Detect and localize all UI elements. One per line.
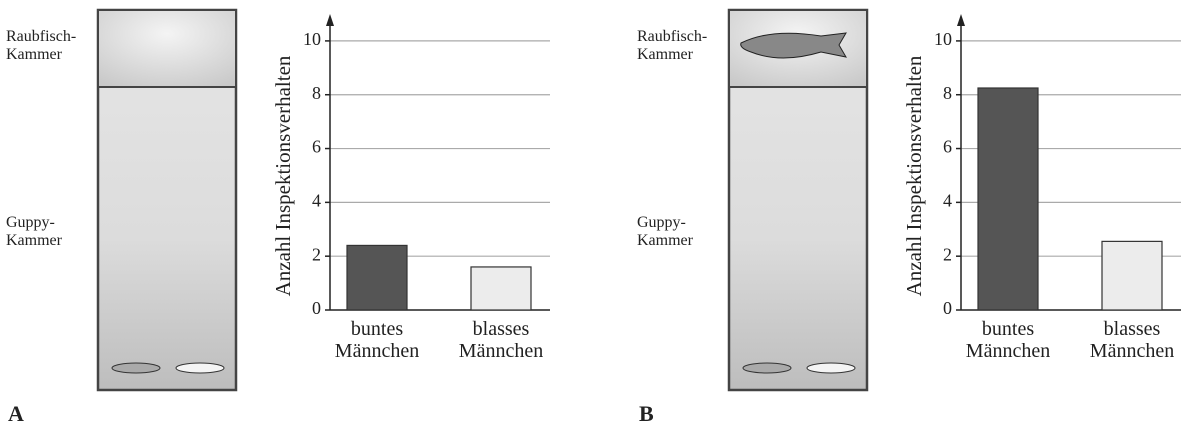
y-tick-label: 4 [943,190,952,210]
bar [978,88,1038,310]
y-tick-label: 0 [312,298,321,318]
y-tick-label: 4 [312,190,321,210]
y-axis-label: Anzahl Inspektionsverhalten [902,55,926,296]
guppy-pale [176,363,224,373]
y-tick-label: 6 [943,137,952,157]
chamber-label-box: Raubfisch-Kammer [637,28,711,78]
y-tick-label: 2 [312,244,321,264]
panel-label: B [639,401,654,426]
predator-chamber [99,11,235,87]
figure: Raubfisch-Kammer Guppy-Kammer A 0 2 4 6 8 10 Anza… [0,0,1184,427]
x-tick-label-box: blasses Männchen [1077,318,1184,378]
y-tick-label: 10 [303,29,321,49]
y-axis-label: Anzahl Inspektionsverhalten [271,55,295,296]
bar [1102,241,1162,310]
y-tick-label: 6 [312,137,321,157]
x-tick-label-box: blasses Männchen [446,318,556,378]
chamber-label: Raubfisch-Kammer [6,28,80,63]
x-tick-label-box: buntes Männchen [322,318,432,378]
guppy-colored [112,363,160,373]
bar [471,267,531,310]
chamber-label-box: Raubfisch-Kammer [6,28,80,78]
bar [347,245,407,310]
x-tick-label: buntes Männchen [953,318,1063,362]
x-tick-label: blasses Männchen [446,318,556,362]
panel-label: A [8,401,24,426]
x-tick-label: blasses Männchen [1077,318,1184,362]
y-axis-arrow [326,14,334,26]
chamber-label: Raubfisch-Kammer [637,28,711,63]
y-tick-label: 10 [934,29,952,49]
chamber-label: Guppy-Kammer [637,214,711,249]
x-tick-label: buntes Männchen [322,318,432,362]
y-tick-label: 0 [943,298,952,318]
y-tick-label: 2 [943,244,952,264]
guppy-pale [807,363,855,373]
chamber-label-box: Guppy-Kammer [637,214,711,264]
x-tick-label-box: buntes Männchen [953,318,1063,378]
panel: Raubfisch-Kammer Guppy-Kammer B 0 2 4 6 8 10 Anza… [637,10,1184,426]
y-tick-label: 8 [312,83,321,103]
chamber-label-box: Guppy-Kammer [6,214,80,264]
y-axis-arrow [957,14,965,26]
predator-fish [741,33,846,58]
panel: Raubfisch-Kammer Guppy-Kammer A 0 2 4 6 8 10 Anza… [6,10,556,426]
chamber-label: Guppy-Kammer [6,214,80,249]
y-tick-label: 8 [943,83,952,103]
guppy-colored [743,363,791,373]
